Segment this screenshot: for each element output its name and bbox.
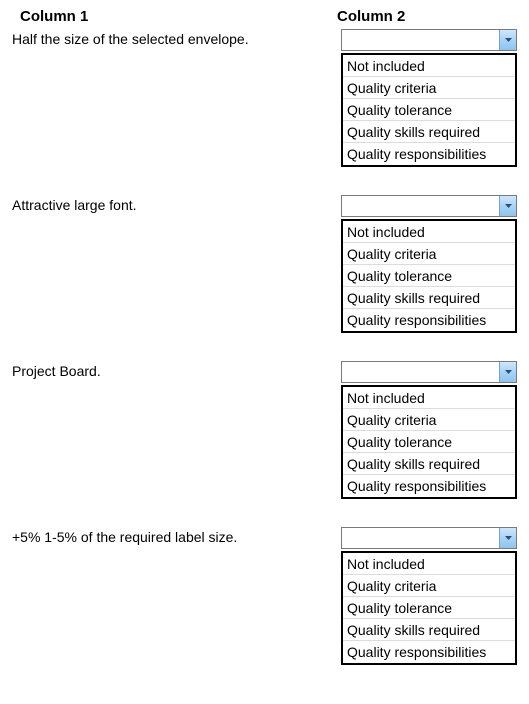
option-item[interactable]: Quality responsibilities xyxy=(343,143,515,165)
chevron-down-icon xyxy=(499,196,516,216)
matching-row: Project Board.Not includedQuality criter… xyxy=(12,361,517,499)
answer-column: Not includedQuality criteriaQuality tole… xyxy=(341,527,517,665)
answer-column: Not includedQuality criteriaQuality tole… xyxy=(341,29,517,167)
option-item[interactable]: Quality responsibilities xyxy=(343,641,515,663)
answer-column: Not includedQuality criteriaQuality tole… xyxy=(341,195,517,333)
chevron-down-icon xyxy=(499,362,516,382)
option-item[interactable]: Quality skills required xyxy=(343,453,515,475)
answer-dropdown[interactable] xyxy=(341,29,517,51)
option-item[interactable]: Quality criteria xyxy=(343,77,515,99)
prompt-text: Project Board. xyxy=(12,361,341,379)
options-list: Not includedQuality criteriaQuality tole… xyxy=(341,53,517,167)
option-item[interactable]: Quality skills required xyxy=(343,619,515,641)
option-item[interactable]: Quality tolerance xyxy=(343,597,515,619)
matching-row: Attractive large font.Not includedQualit… xyxy=(12,195,517,333)
option-item[interactable]: Quality responsibilities xyxy=(343,475,515,497)
option-item[interactable]: Quality tolerance xyxy=(343,265,515,287)
prompt-text: Half the size of the selected envelope. xyxy=(12,29,341,47)
chevron-down-icon xyxy=(499,528,516,548)
answer-dropdown[interactable] xyxy=(341,195,517,217)
prompt-text: +5% 1-5% of the required label size. xyxy=(12,527,341,545)
matching-row: Half the size of the selected envelope.N… xyxy=(12,29,517,167)
options-list: Not includedQuality criteriaQuality tole… xyxy=(341,385,517,499)
options-list: Not includedQuality criteriaQuality tole… xyxy=(341,219,517,333)
prompt-text: Attractive large font. xyxy=(12,195,341,213)
option-item[interactable]: Quality tolerance xyxy=(343,431,515,453)
option-item[interactable]: Quality skills required xyxy=(343,287,515,309)
option-item[interactable]: Quality skills required xyxy=(343,121,515,143)
option-item[interactable]: Not included xyxy=(343,55,515,77)
matching-row: +5% 1-5% of the required label size.Not … xyxy=(12,527,517,665)
rows-container: Half the size of the selected envelope.N… xyxy=(12,29,517,665)
header-col2: Column 2 xyxy=(337,8,405,25)
answer-column: Not includedQuality criteriaQuality tole… xyxy=(341,361,517,499)
option-item[interactable]: Quality criteria xyxy=(343,409,515,431)
column-headers: Column 1 Column 2 xyxy=(12,8,517,25)
answer-dropdown[interactable] xyxy=(341,361,517,383)
option-item[interactable]: Not included xyxy=(343,553,515,575)
option-item[interactable]: Not included xyxy=(343,221,515,243)
answer-dropdown[interactable] xyxy=(341,527,517,549)
option-item[interactable]: Quality criteria xyxy=(343,243,515,265)
options-list: Not includedQuality criteriaQuality tole… xyxy=(341,551,517,665)
option-item[interactable]: Not included xyxy=(343,387,515,409)
option-item[interactable]: Quality responsibilities xyxy=(343,309,515,331)
option-item[interactable]: Quality tolerance xyxy=(343,99,515,121)
header-col1: Column 1 xyxy=(12,8,337,25)
option-item[interactable]: Quality criteria xyxy=(343,575,515,597)
chevron-down-icon xyxy=(499,30,516,50)
